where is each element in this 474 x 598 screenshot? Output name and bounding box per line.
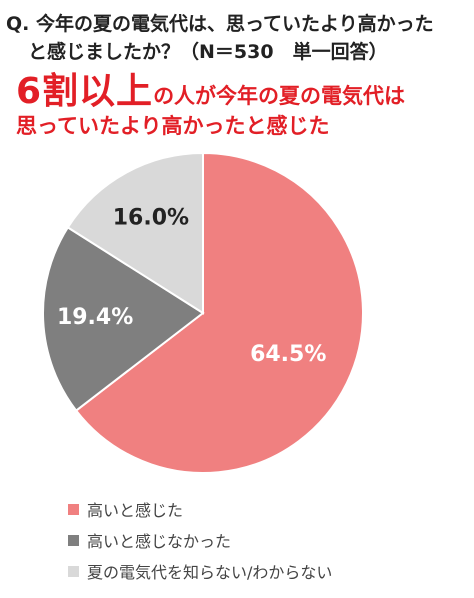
legend-label: 高いと感じなかった [87,532,232,551]
headline-emphasis: 6割以上 [16,71,154,112]
legend-swatch [68,534,79,546]
legend: 高いと感じた高いと感じなかった夏の電気代を知らない/わからない [68,496,468,589]
slice-high [74,151,364,474]
legend-swatch [68,503,79,515]
label-unknown: 16.0% [113,205,189,230]
legend-item-not-high: 高いと感じなかった [68,527,468,553]
question-line-1: Q. 今年の夏の電気代は、思っていたより高かった [6,13,434,35]
headline-line-2: 思っていたより高かったと感じた [16,114,330,138]
legend-item-unknown: 夏の電気代を知らない/わからない [68,558,468,584]
label-high: 64.5% [250,342,326,367]
label-not-high: 19.4% [57,305,133,330]
headline-rest: の人が今年の夏の電気代は [153,84,406,108]
question-title: Q. 今年の夏の電気代は、思っていたより高かった と感じましたか？（N＝530 … [6,10,468,66]
legend-item-high: 高いと感じた [68,496,468,522]
legend-swatch [68,565,79,577]
slice-unknown [66,151,204,315]
legend-label: 高いと感じた [87,501,184,520]
headline: 6割以上の人が今年の夏の電気代は 思っていたより高かったと感じた [16,74,466,137]
question-line-2: と感じましたか？（N＝530 単一回答） [28,41,388,63]
legend-label: 夏の電気代を知らない/わからない [87,563,333,582]
slice-not-high [42,226,205,412]
